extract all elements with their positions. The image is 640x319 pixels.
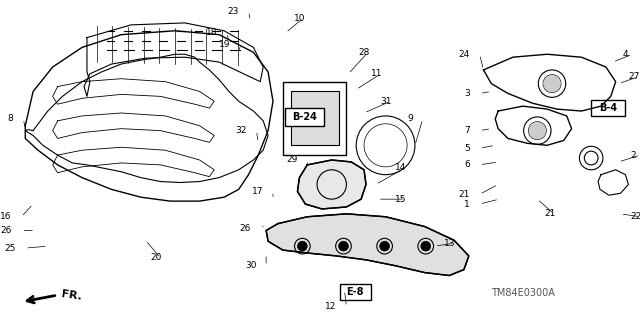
Text: FR.: FR. [61, 289, 82, 301]
Text: 28: 28 [358, 48, 369, 57]
Text: 9: 9 [407, 115, 413, 123]
Text: 23: 23 [227, 7, 239, 16]
Text: 22: 22 [630, 212, 640, 221]
Text: B-24: B-24 [292, 112, 317, 122]
Text: 6: 6 [464, 160, 470, 169]
Text: 32: 32 [235, 126, 246, 135]
Text: 20: 20 [150, 253, 162, 263]
Text: 18: 18 [205, 28, 217, 37]
Circle shape [298, 241, 307, 251]
Circle shape [380, 241, 390, 251]
Text: 11: 11 [371, 69, 382, 78]
Text: 4: 4 [623, 50, 628, 59]
Polygon shape [266, 214, 469, 276]
Circle shape [339, 241, 348, 251]
Text: 12: 12 [325, 302, 337, 311]
Text: 3: 3 [464, 89, 470, 98]
Text: 19: 19 [220, 40, 231, 49]
Text: 21: 21 [458, 190, 470, 199]
Text: 31: 31 [381, 97, 392, 106]
Text: 21: 21 [544, 209, 556, 218]
Text: 16: 16 [0, 212, 12, 221]
Text: B-4: B-4 [599, 103, 617, 113]
Text: 10: 10 [294, 13, 305, 23]
Text: 5: 5 [464, 144, 470, 153]
FancyBboxPatch shape [283, 82, 346, 155]
Circle shape [421, 241, 431, 251]
Text: 30: 30 [245, 261, 257, 270]
Text: 13: 13 [444, 239, 456, 248]
Text: TM84E0300A: TM84E0300A [491, 288, 555, 298]
Circle shape [543, 75, 561, 93]
Text: 24: 24 [458, 50, 470, 59]
Text: 7: 7 [464, 126, 470, 135]
Circle shape [529, 122, 546, 139]
Text: 27: 27 [628, 72, 640, 81]
Text: 15: 15 [396, 195, 407, 204]
Text: 26: 26 [239, 224, 250, 233]
Text: 1: 1 [464, 200, 470, 209]
Text: 2: 2 [630, 151, 636, 160]
Text: 29: 29 [286, 155, 298, 165]
FancyBboxPatch shape [340, 284, 371, 300]
FancyBboxPatch shape [291, 92, 339, 145]
Text: 26: 26 [0, 226, 12, 235]
FancyBboxPatch shape [591, 100, 625, 116]
FancyBboxPatch shape [285, 108, 324, 126]
Text: E-8: E-8 [346, 287, 364, 297]
Text: 14: 14 [396, 163, 407, 172]
Polygon shape [298, 160, 366, 209]
Text: 25: 25 [4, 244, 15, 253]
Text: 8: 8 [8, 115, 13, 123]
Text: 17: 17 [252, 187, 263, 196]
